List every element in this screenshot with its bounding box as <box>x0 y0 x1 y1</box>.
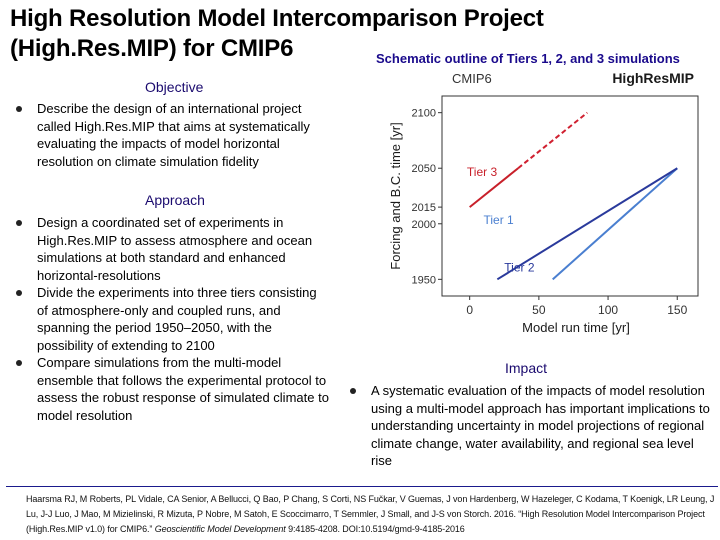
page-title: High Resolution Model Intercomparison Pr… <box>10 4 544 64</box>
approach-bullets: Design a coordinated set of experiments … <box>10 214 330 424</box>
approach-bullet-1: Design a coordinated set of experiments … <box>10 214 330 284</box>
approach-bullet-2: Divide the experiments into three tiers … <box>10 284 330 354</box>
citation-journal: Geoscientific Model Development <box>154 524 286 534</box>
y-tick-label-2050: 2050 <box>412 163 436 175</box>
impact-bullets: A systematic evaluation of the impacts o… <box>344 382 714 470</box>
objective-heading: Objective <box>145 79 204 95</box>
x-tick-label-150: 150 <box>667 303 687 317</box>
y-tick-label-2100: 2100 <box>412 108 436 120</box>
chart-title-left: CMIP6 <box>452 71 492 86</box>
y-axis-label: Forcing and B.C. time [yr] <box>388 122 403 269</box>
impact-heading: Impact <box>505 360 548 376</box>
title-line-2: (High.Res.MIP) for CMIP6 <box>10 35 294 62</box>
citation-details: 9:4185-4208. DOI:10.5194/gmd-9-4185-2016 <box>288 524 465 534</box>
impact-bullet: A systematic evaluation of the impacts o… <box>344 382 714 470</box>
citation-text: Haarsma RJ, M Roberts, PL Vidale, CA Sen… <box>26 494 715 534</box>
series-line-tier-1 <box>552 167 678 281</box>
objective-bullet: Describe the design of an international … <box>10 100 330 170</box>
chart-title-right: HighResMIP <box>612 70 694 86</box>
tier-schematic-figure: CMIP6 HighResMIP 1950 2000 2015 2050 2100 0 50 10… <box>374 68 704 358</box>
objective-bullets: Describe the design of an international … <box>10 100 330 170</box>
title-line-1: High Resolution Model Intercomparison Pr… <box>10 5 544 32</box>
x-tick-label-0: 0 <box>466 303 473 317</box>
tier-schematic-chart: CMIP6 HighResMIP 1950 2000 2015 2050 2100 0 50 10… <box>388 70 699 335</box>
schematic-title: Schematic outline of Tiers 1, 2, and 3 s… <box>376 51 680 66</box>
x-tick-label-50: 50 <box>532 303 546 317</box>
footer-divider <box>6 486 718 487</box>
series-line-tier-2 <box>496 167 678 281</box>
y-tick-label-2000: 2000 <box>412 219 436 231</box>
series-label-tier-3: Tier 3 <box>467 165 498 179</box>
y-tick-label-2015: 2015 <box>412 202 436 214</box>
series-label-tier-2: Tier 2 <box>504 261 535 275</box>
series-line-tier-3 <box>469 167 519 208</box>
x-tick-label-100: 100 <box>598 303 618 317</box>
series-label-tier-1: Tier 1 <box>484 213 515 227</box>
approach-heading: Approach <box>145 192 205 208</box>
y-tick-label-1950: 1950 <box>412 274 436 286</box>
approach-bullet-3: Compare simulations from the multi-model… <box>10 354 330 424</box>
series-line-tier-3-extension <box>517 111 588 170</box>
citation: Haarsma RJ, M Roberts, PL Vidale, CA Sen… <box>26 492 716 537</box>
x-axis-label: Model run time [yr] <box>522 320 630 335</box>
